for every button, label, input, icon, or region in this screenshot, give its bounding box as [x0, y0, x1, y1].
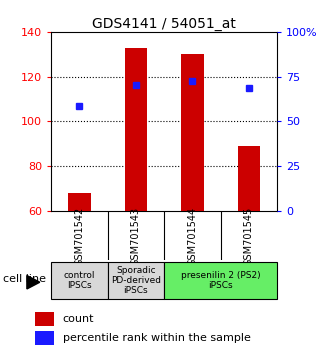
Bar — [181, 54, 204, 211]
Text: count: count — [63, 314, 94, 324]
Bar — [238, 146, 260, 211]
Text: GSM701545: GSM701545 — [244, 207, 254, 266]
Text: GSM701542: GSM701542 — [74, 207, 84, 266]
Bar — [35, 331, 54, 345]
Text: GSM701543: GSM701543 — [131, 207, 141, 266]
Title: GDS4141 / 54051_at: GDS4141 / 54051_at — [92, 17, 236, 31]
Bar — [108, 262, 164, 299]
Bar — [164, 262, 277, 299]
Bar — [51, 262, 108, 299]
Bar — [125, 47, 147, 211]
Text: percentile rank within the sample: percentile rank within the sample — [63, 333, 250, 343]
Text: GSM701544: GSM701544 — [187, 207, 197, 266]
Bar — [68, 193, 91, 211]
Text: control
IPSCs: control IPSCs — [64, 271, 95, 290]
Polygon shape — [27, 275, 40, 289]
Bar — [35, 312, 54, 326]
Text: cell line: cell line — [3, 274, 46, 284]
Text: Sporadic
PD-derived
iPSCs: Sporadic PD-derived iPSCs — [111, 266, 161, 296]
Text: presenilin 2 (PS2)
iPSCs: presenilin 2 (PS2) iPSCs — [181, 271, 260, 290]
